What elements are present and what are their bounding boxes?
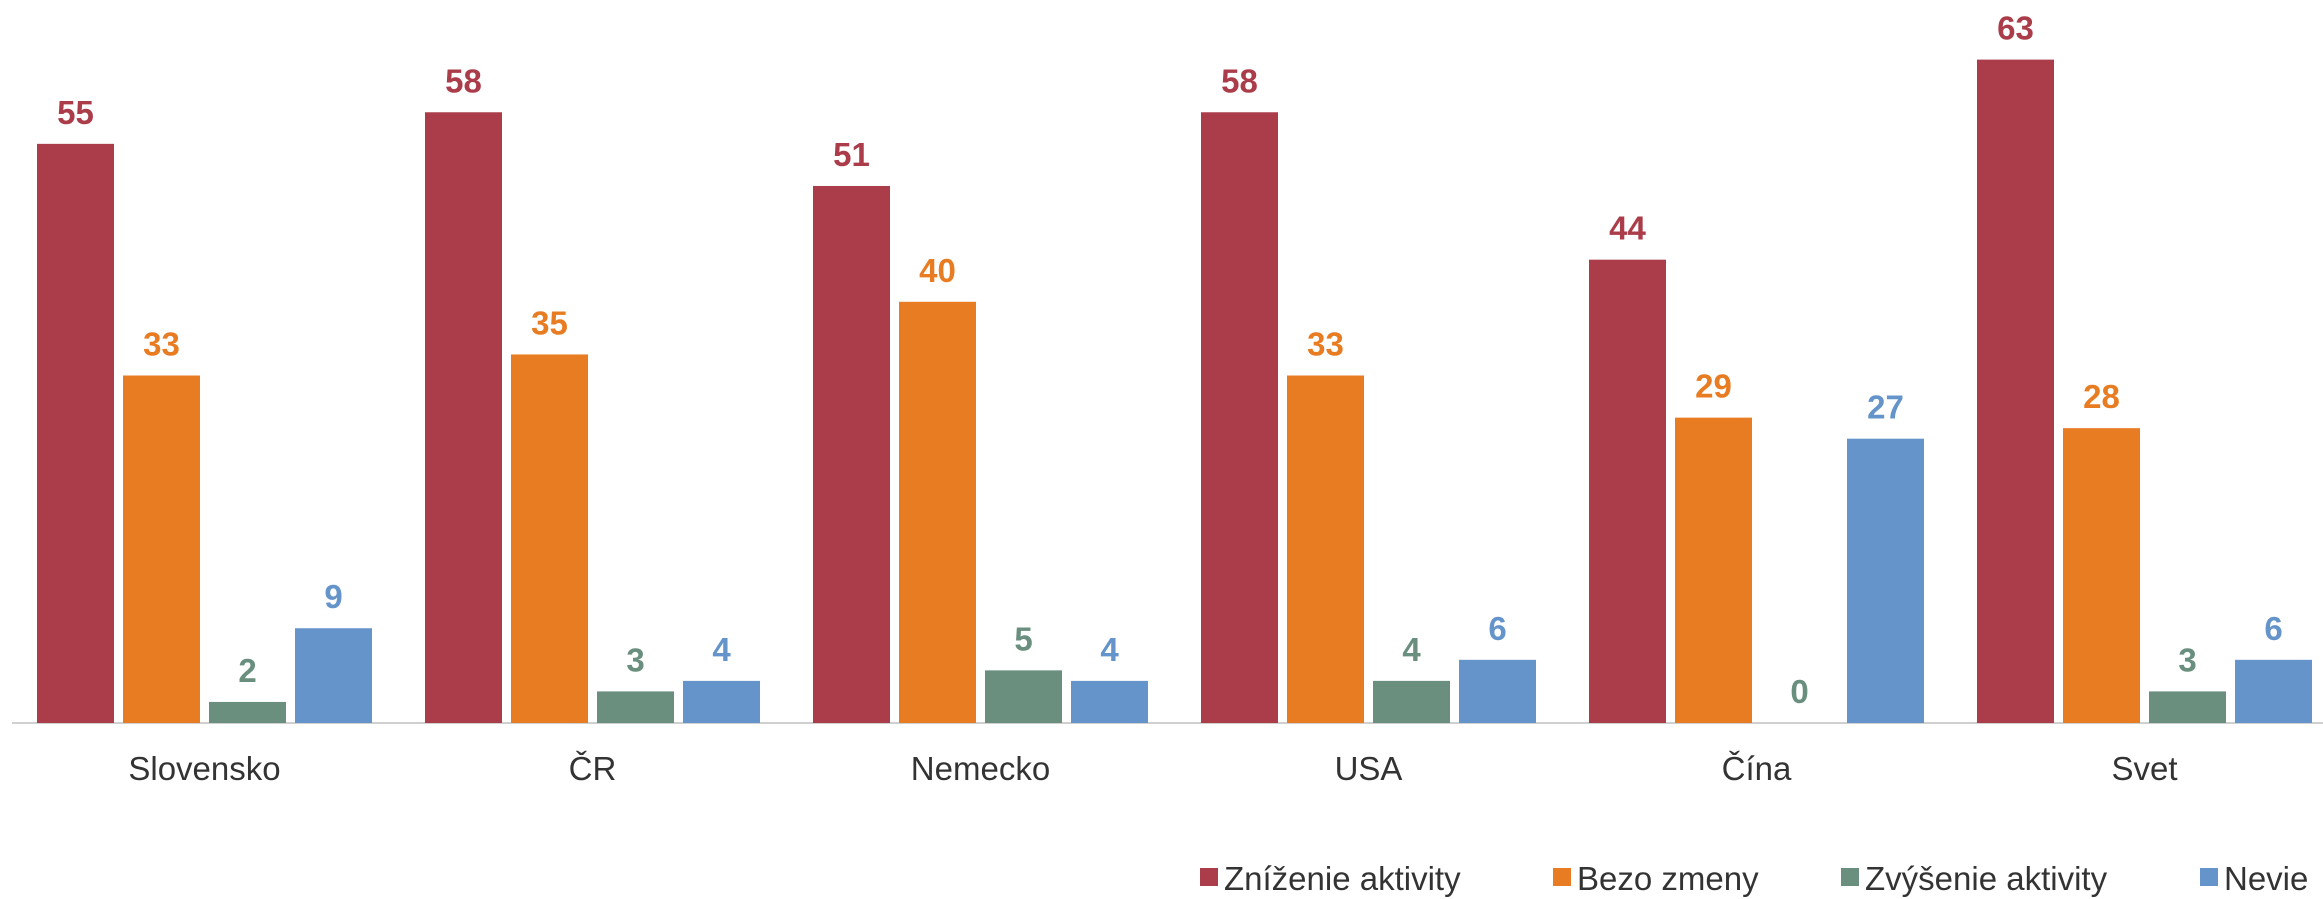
value-label: 55 (57, 94, 94, 131)
value-label: 51 (833, 136, 870, 173)
bar (1071, 680, 1148, 723)
bar (985, 670, 1062, 723)
value-label: 5 (1014, 620, 1032, 657)
bar (1373, 680, 1450, 723)
value-label: 3 (626, 641, 644, 678)
x-tick-label: Slovensko (128, 750, 280, 787)
bar (899, 301, 976, 723)
value-label: 2 (238, 652, 256, 689)
value-label: 3 (2178, 641, 2196, 678)
x-tick-label: Nemecko (911, 750, 1050, 787)
value-label: 58 (445, 62, 482, 99)
bar (209, 701, 286, 723)
value-label: 27 (1867, 389, 1904, 426)
value-label: 0 (1790, 673, 1808, 710)
value-label: 6 (1488, 610, 1506, 647)
bar (2063, 428, 2140, 723)
value-label: 44 (1609, 210, 1646, 247)
bar (1847, 438, 1924, 723)
legend-swatch (1200, 868, 1218, 886)
value-label: 4 (1402, 631, 1421, 668)
bar (2149, 691, 2226, 723)
x-tick-label: Čína (1722, 750, 1792, 787)
value-label: 35 (531, 304, 568, 341)
bar (295, 628, 372, 723)
value-label: 40 (919, 252, 956, 289)
value-label: 63 (1997, 10, 2034, 47)
bar (1977, 59, 2054, 724)
value-label: 4 (712, 631, 731, 668)
x-tick-label: USA (1335, 750, 1403, 787)
value-label: 33 (1307, 326, 1344, 363)
legend-label: Bezo zmeny (1577, 860, 1759, 897)
bar (2235, 659, 2312, 723)
legend-label: Nevie (2224, 860, 2308, 897)
bar (1675, 417, 1752, 723)
bar (1287, 375, 1364, 723)
legend-label: Zníženie aktivity (1224, 860, 1461, 897)
value-label: 9 (324, 578, 342, 615)
value-label: 4 (1100, 631, 1119, 668)
x-tick-label: Svet (2111, 750, 2177, 787)
legend-swatch (1841, 868, 1859, 886)
value-label: 33 (143, 326, 180, 363)
bar (683, 680, 760, 723)
legend-swatch (1553, 868, 1571, 886)
bar (1201, 112, 1278, 723)
legend-label: Zvýšenie aktivity (1865, 860, 2108, 897)
x-tick-label: ČR (569, 750, 617, 787)
bar (425, 112, 502, 723)
bar (813, 185, 890, 724)
value-label: 6 (2264, 610, 2282, 647)
bar (597, 691, 674, 723)
bar (511, 354, 588, 723)
bar (37, 143, 114, 724)
value-label: 29 (1695, 368, 1732, 405)
value-label: 58 (1221, 62, 1258, 99)
bar (123, 375, 200, 723)
legend-swatch (2200, 868, 2218, 886)
bar (1589, 259, 1666, 723)
bar (1459, 659, 1536, 723)
value-label: 28 (2083, 378, 2120, 415)
